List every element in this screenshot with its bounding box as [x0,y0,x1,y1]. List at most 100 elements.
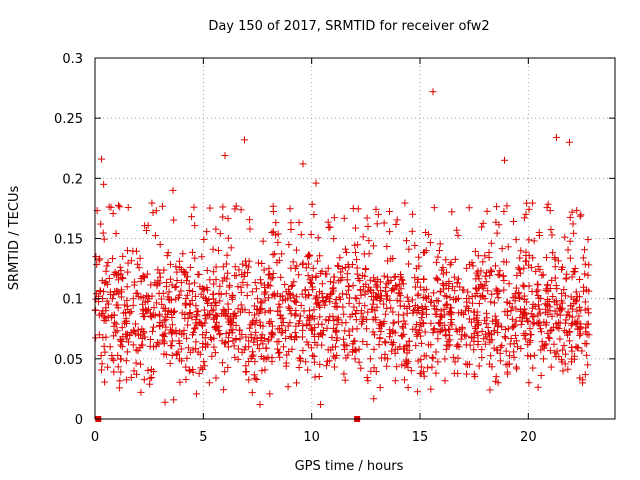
data-point [178,330,186,338]
data-point [252,328,260,336]
data-point [478,346,486,354]
data-point [340,341,348,349]
data-point [546,327,554,335]
data-point [203,228,211,236]
data-point [427,385,435,393]
data-point [159,336,167,344]
data-point [477,267,485,275]
data-point [186,300,194,308]
data-point [352,316,360,324]
data-point [183,334,191,342]
data-point [535,305,543,313]
data-point [244,269,252,277]
data-point [200,358,208,366]
data-point [380,219,388,227]
data-point [338,290,346,298]
data-point [216,230,224,238]
data-point [122,317,130,325]
data-point [301,286,309,294]
data-point [251,374,259,382]
data-point [573,307,581,315]
data-point [299,160,307,168]
data-point [284,383,292,391]
data-point [542,308,550,316]
data-point [436,320,444,328]
data-point [282,362,290,370]
data-point [416,369,424,377]
data-point [318,341,326,349]
data-point [304,341,312,349]
data-point [253,376,261,384]
data-point [370,289,378,297]
data-point [574,325,582,333]
data-point [412,342,420,350]
data-point [490,299,498,307]
data-point [566,237,574,245]
data-point [464,288,472,296]
data-point [475,319,482,327]
data-point [449,353,457,361]
data-point [534,262,542,270]
data-point [97,352,105,360]
data-point [124,259,132,267]
data-point [353,270,361,278]
data-point [148,327,156,335]
data-point [544,302,552,310]
data-point [419,249,427,257]
data-point [567,321,575,329]
data-point [124,247,131,255]
data-point [238,331,246,339]
data-point [124,203,132,211]
data-point [230,342,238,350]
data-point [141,313,149,321]
data-point [251,279,259,287]
data-point [125,338,133,346]
data-point [443,300,451,308]
data-point [330,214,338,222]
data-point [376,278,384,286]
data-point [172,283,180,291]
data-point [183,291,191,299]
data-point [377,295,385,303]
data-point [285,241,293,249]
data-point [556,311,564,319]
data-point [468,333,476,341]
data-point [242,362,250,370]
data-point [381,287,389,295]
data-point [140,376,148,384]
data-point [504,325,512,333]
data-point [490,344,498,352]
data-point [358,307,365,315]
data-point [107,203,115,211]
data-point [468,259,476,267]
data-point [408,296,416,304]
data-point [353,256,361,264]
data-point [246,225,254,233]
data-point [166,359,174,367]
data-point [522,248,530,256]
data-point [318,320,326,328]
data-point [404,384,412,392]
data-point [505,280,513,288]
data-point [264,271,272,279]
data-point [172,326,180,334]
data-point [414,388,422,396]
data-point [450,369,458,377]
data-point [351,248,359,256]
data-point [370,345,378,353]
data-point [332,343,339,351]
data-point [137,341,145,349]
data-point [160,317,168,325]
data-point [542,287,550,295]
data-point [526,352,534,360]
data-point [446,308,454,316]
data-point [498,245,506,253]
data-point [577,211,585,219]
data-point [430,289,438,297]
data-point [202,343,209,351]
data-point [109,210,117,218]
data-point [219,277,227,285]
data-point [255,345,263,353]
data-point [399,280,407,288]
data-point [149,323,157,331]
